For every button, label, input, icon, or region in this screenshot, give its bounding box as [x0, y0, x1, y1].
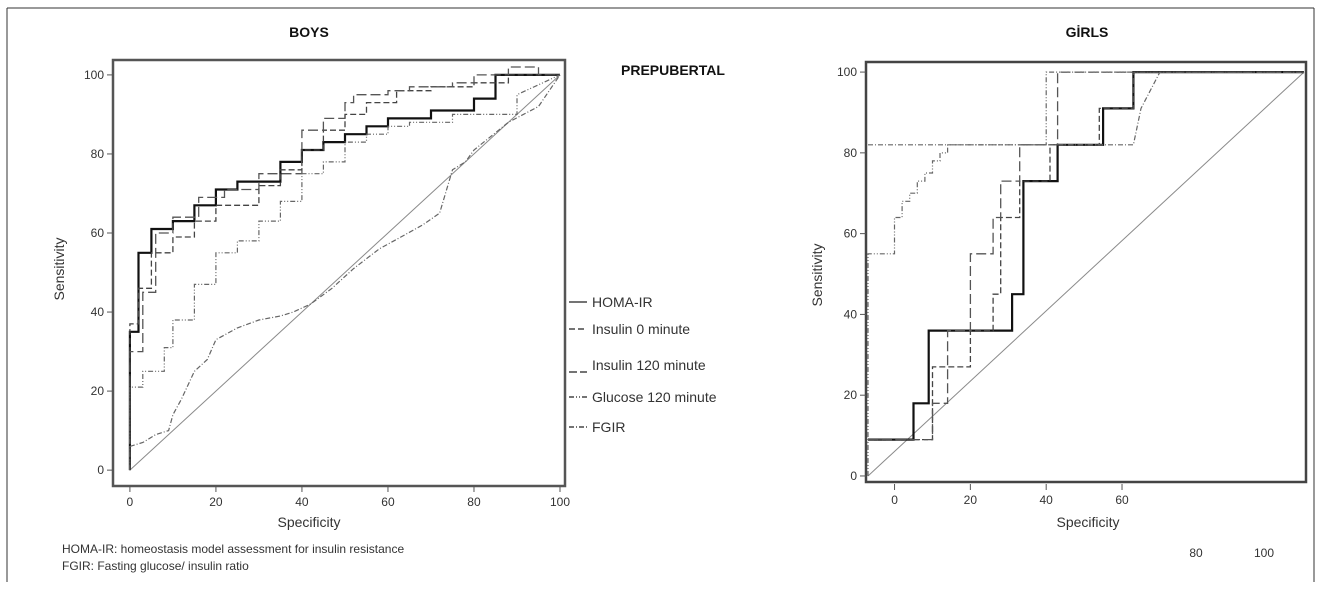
legend-item-homa-ir: HOMA-IR	[569, 294, 653, 310]
girls-reference-diagonal	[867, 71, 1305, 477]
girls-y-ticks: 0 20 40 60 80 100	[837, 65, 866, 483]
girls-y-tick-label: 20	[844, 388, 858, 402]
footnote-homa-ir: HOMA-IR: homeostasis model assessment fo…	[62, 542, 404, 556]
boys-x-tick-label: 80	[467, 495, 481, 509]
footnote-fgir: FGIR: Fasting glucose/ insulin ratio	[62, 559, 249, 573]
girls-y-tick-label: 80	[844, 146, 858, 160]
girls-chart: GİRLS 0 20 40 60 0 20 40 60 80 100 Specificity S…	[809, 24, 1308, 530]
boys-x-tick-label: 0	[127, 495, 134, 509]
boys-title: BOYS	[289, 24, 329, 40]
boys-series-glucose-120-minute	[129, 74, 561, 471]
girls-plot-frame	[864, 60, 1308, 484]
prepubertal-label: PREPUBERTAL	[621, 62, 725, 78]
girls-series-group	[867, 70, 1304, 476]
girls-x-tick-label: 0	[891, 493, 898, 507]
boys-y-tick-label: 40	[91, 305, 105, 319]
girls-title: GİRLS	[1066, 24, 1109, 40]
boys-reference-diagonal	[129, 74, 561, 471]
girls-x-axis-label: Specificity	[1056, 514, 1119, 530]
boys-series-insulin-0-minute	[129, 74, 560, 471]
legend-label-glucose-120-minute: Glucose 120 minute	[592, 389, 717, 405]
girls-stray-tick-100: 100	[1254, 546, 1274, 560]
boys-x-tick-label: 60	[381, 495, 395, 509]
girls-x-tick-label: 20	[964, 493, 978, 507]
girls-series-glucose-120-minute	[867, 71, 1304, 476]
legend-label-insulin-0-minute: Insulin 0 minute	[592, 321, 690, 337]
boys-series-insulin-120-minute	[129, 66, 560, 471]
boys-reference-line	[129, 74, 561, 471]
boys-y-tick-label: 20	[91, 384, 105, 398]
girls-x-tick-label: 40	[1040, 493, 1054, 507]
boys-series-group	[128, 66, 561, 471]
boys-plot-frame	[111, 58, 567, 488]
girls-series-homa-ir	[868, 70, 1304, 441]
girls-series-fgir	[868, 71, 1304, 146]
boys-y-ticks: 0 20 40 60 80 100	[84, 68, 113, 477]
boys-x-tick-label: 40	[295, 495, 309, 509]
legend-item-insulin-120-minute: Insulin 120 minute	[569, 357, 706, 373]
boys-series-fgir	[129, 74, 561, 447]
legend-label-homa-ir: HOMA-IR	[592, 294, 653, 310]
boys-y-axis-label: Sensitivity	[51, 237, 67, 300]
legend-item-fgir: FGIR	[569, 419, 625, 435]
girls-series-insulin-120-minute	[868, 71, 1304, 441]
girls-y-tick-label: 0	[850, 469, 857, 483]
boys-y-tick-label: 100	[84, 68, 104, 82]
girls-x-tick-label: 60	[1115, 493, 1129, 507]
legend-item-insulin-0-minute: Insulin 0 minute	[569, 321, 690, 337]
boys-x-tick-label: 20	[209, 495, 223, 509]
boys-y-tick-label: 60	[91, 226, 105, 240]
legend-label-fgir: FGIR	[592, 419, 625, 435]
girls-reference-line	[867, 71, 1305, 477]
girls-y-tick-label: 100	[837, 65, 857, 79]
legend-label-insulin-120-minute: Insulin 120 minute	[592, 357, 706, 373]
girls-y-tick-label: 40	[844, 307, 858, 321]
boys-y-tick-label: 0	[97, 463, 104, 477]
boys-x-axis-label: Specificity	[277, 514, 340, 530]
boys-chart: BOYS 0 20 40 60 80 100 0 20 40 60 80 100 Specifici…	[51, 24, 570, 530]
legend-item-glucose-120-minute: Glucose 120 minute	[569, 389, 717, 405]
boys-x-ticks: 0 20 40 60 80 100	[127, 486, 570, 509]
girls-x-ticks: 0 20 40 60	[891, 484, 1129, 507]
boys-x-tick-label: 100	[550, 495, 570, 509]
girls-stray-tick-80: 80	[1189, 546, 1203, 560]
girls-series-insulin-0-minute	[868, 71, 1304, 441]
girls-y-axis-label: Sensitivity	[809, 243, 825, 306]
legend: HOMA-IR Insulin 0 minute Insulin 120 min…	[569, 294, 717, 435]
boys-y-tick-label: 80	[91, 147, 105, 161]
girls-y-tick-label: 60	[844, 227, 858, 241]
